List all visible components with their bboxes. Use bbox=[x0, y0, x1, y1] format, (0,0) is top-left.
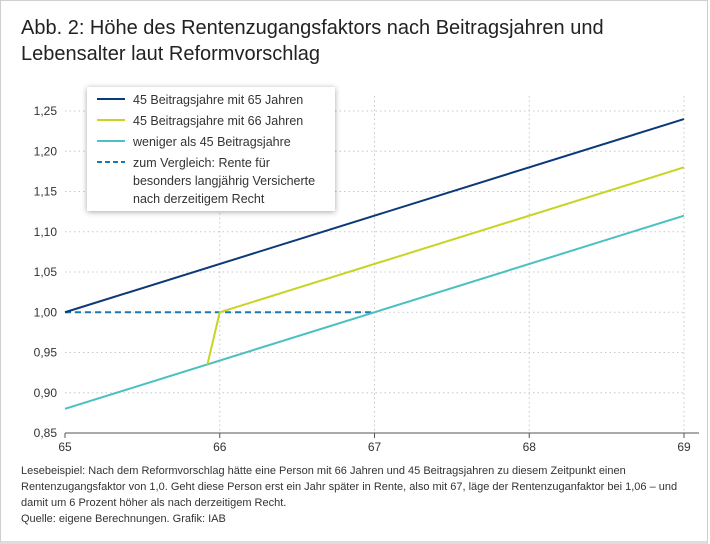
series-line bbox=[64, 118, 685, 314]
x-tick-label: 67 bbox=[368, 440, 382, 454]
source-note: Quelle: eigene Berechnungen. Grafik: IAB bbox=[21, 513, 226, 525]
legend-box bbox=[87, 87, 335, 211]
y-tick-label: 0,85 bbox=[34, 426, 58, 440]
y-tick-label: 1,05 bbox=[34, 265, 58, 279]
x-tick-label: 66 bbox=[213, 440, 227, 454]
reading-example: Lesebeispiel: Nach dem Reformvorschlag h… bbox=[21, 465, 678, 509]
legend-label: 45 Beitragsjahre mit 66 Jahren bbox=[133, 114, 303, 128]
chart-title: Abb. 2: Höhe des Rentenzugangsfaktors na… bbox=[21, 17, 604, 65]
x-tick-label: 65 bbox=[58, 440, 72, 454]
legend-label: zum Vergleich: Rente für bbox=[133, 156, 270, 170]
legend-label: nach derzeitigem Recht bbox=[133, 192, 265, 206]
line-chart: 0,85 0,90 0,95 1,00 1,05 1,10 1,15 1,20 1,25 65 66… bbox=[34, 87, 699, 454]
series-line bbox=[206, 166, 685, 365]
y-tick-label: 0,90 bbox=[34, 386, 58, 400]
x-tick-label: 68 bbox=[523, 440, 537, 454]
y-tick-label: 1,15 bbox=[34, 185, 58, 199]
y-tick-label: 1,20 bbox=[34, 144, 58, 158]
series-line bbox=[64, 214, 685, 410]
y-tick-label: 1,25 bbox=[34, 104, 58, 118]
legend-label: besonders langjährig Versicherte bbox=[133, 174, 315, 188]
y-tick-label: 0,95 bbox=[34, 346, 58, 360]
x-tick-label: 69 bbox=[677, 440, 691, 454]
legend-label: 45 Beitragsjahre mit 65 Jahren bbox=[133, 93, 303, 107]
legend-label: weniger als 45 Beitragsjahre bbox=[132, 135, 291, 149]
y-tick-label: 1,00 bbox=[34, 305, 58, 319]
y-tick-label: 1,10 bbox=[34, 225, 58, 239]
